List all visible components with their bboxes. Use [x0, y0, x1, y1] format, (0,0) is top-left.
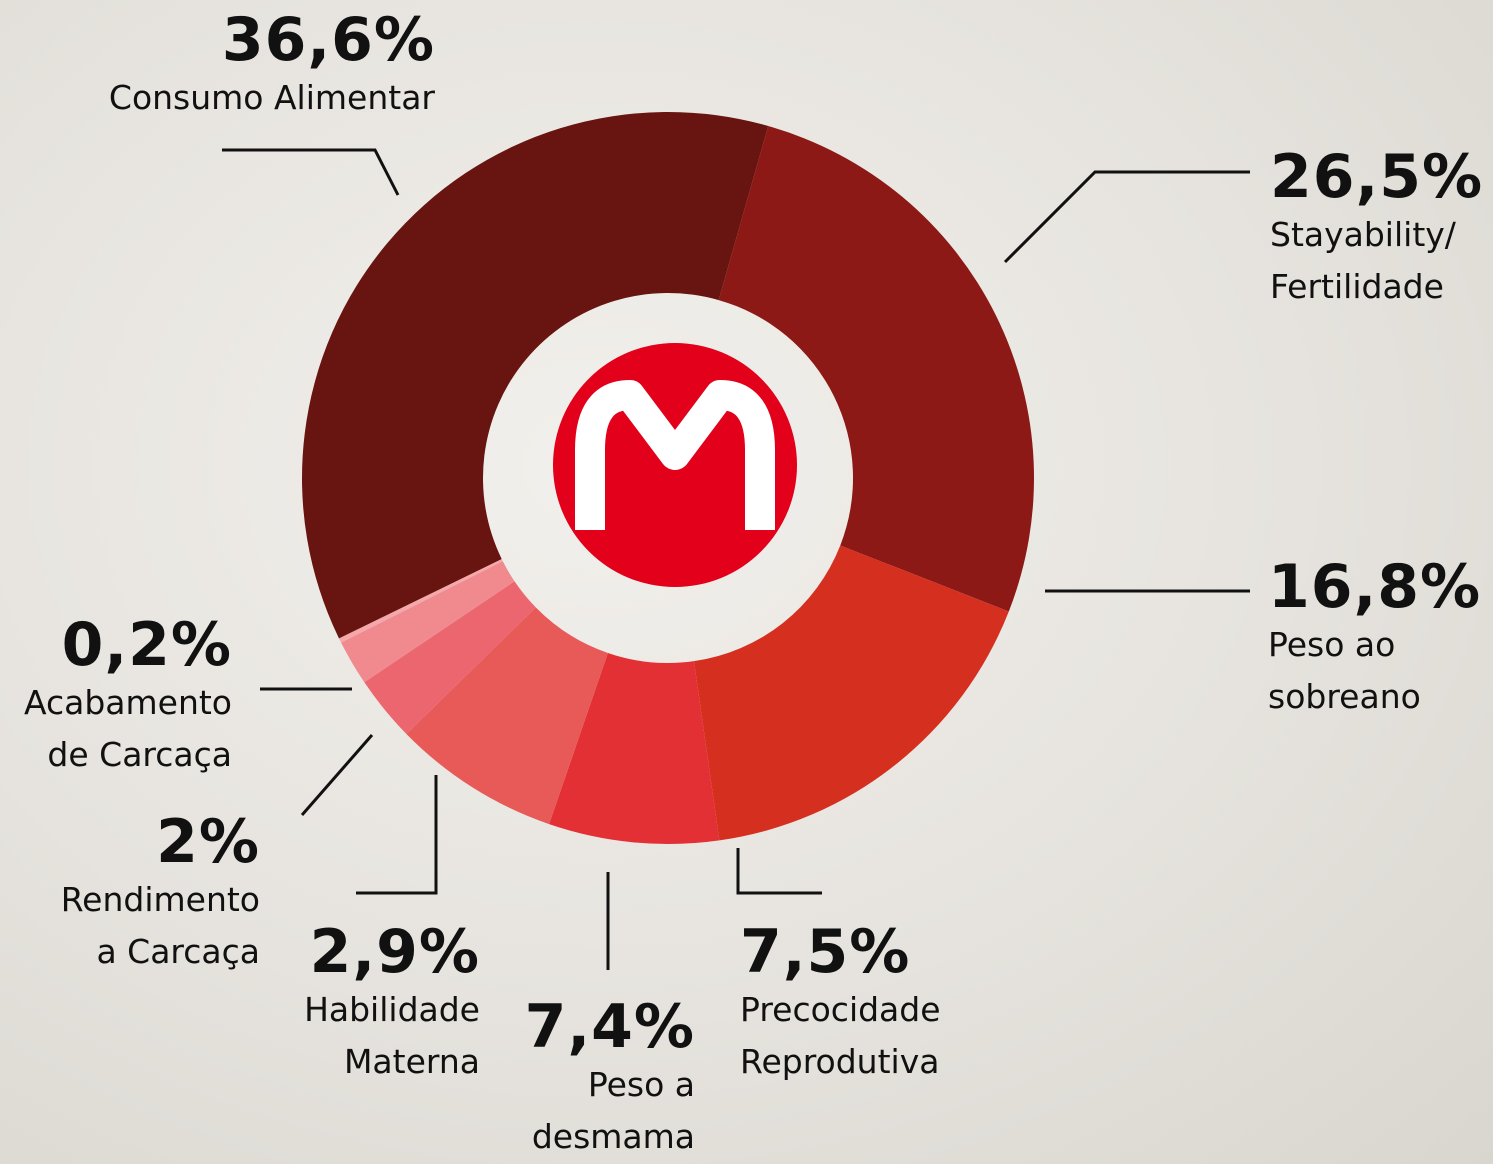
value-label: 2% [156, 807, 260, 877]
donut-slice [693, 545, 1009, 841]
leader-line [300, 734, 374, 816]
category-label: Peso a desmama [531, 1065, 695, 1156]
slice-label: 36,6% Consumo Alimentar [109, 8, 435, 124]
category-label: Precocidade Reprodutiva [740, 990, 941, 1081]
slice-label: 16,8% Peso ao sobreano [1268, 555, 1481, 723]
leader-line [736, 848, 822, 895]
category-label: Acabamento de Carcaça [23, 683, 232, 774]
slice-label: 7,5% Precocidade Reprodutiva [740, 920, 941, 1088]
donut-slice [549, 652, 720, 844]
category-label: Consumo Alimentar [108, 78, 435, 117]
logo [553, 343, 797, 587]
donut-slice [364, 581, 536, 734]
value-label: 0,2% [61, 610, 232, 680]
leader-line [356, 775, 438, 895]
value-label: 7,5% [740, 917, 911, 987]
slice-label: 26,5% Stayability/ Fertilidade [1270, 145, 1483, 313]
leader-line [222, 148, 400, 196]
slice-label: 2,9% Habilidade Materna [304, 920, 480, 1088]
value-label: 7,4% [524, 992, 695, 1062]
slice-label: 7,4% Peso a desmama [525, 995, 695, 1163]
donut-slice [339, 559, 503, 643]
donut-slice [718, 125, 1034, 612]
category-label: Habilidade Materna [304, 990, 480, 1081]
leader-lines [222, 148, 1250, 970]
donut-slice [302, 111, 769, 639]
slice-label: 2% Rendimento a Carcaça [61, 810, 260, 978]
leader-line [1003, 170, 1250, 264]
value-label: 16,8% [1268, 552, 1482, 622]
donut-slice [341, 561, 515, 683]
category-label: Rendimento a Carcaça [60, 880, 260, 971]
category-label: Peso ao sobreano [1268, 625, 1421, 716]
logo-m [575, 380, 775, 530]
donut-slice [406, 607, 608, 825]
slice-label: 0,2% Acabamento de Carcaça [24, 613, 232, 781]
value-label: 2,9% [309, 917, 480, 987]
value-label: 26,5% [1270, 142, 1484, 212]
value-label: 36,6% [221, 5, 435, 75]
category-label: Stayability/ Fertilidade [1270, 215, 1456, 306]
